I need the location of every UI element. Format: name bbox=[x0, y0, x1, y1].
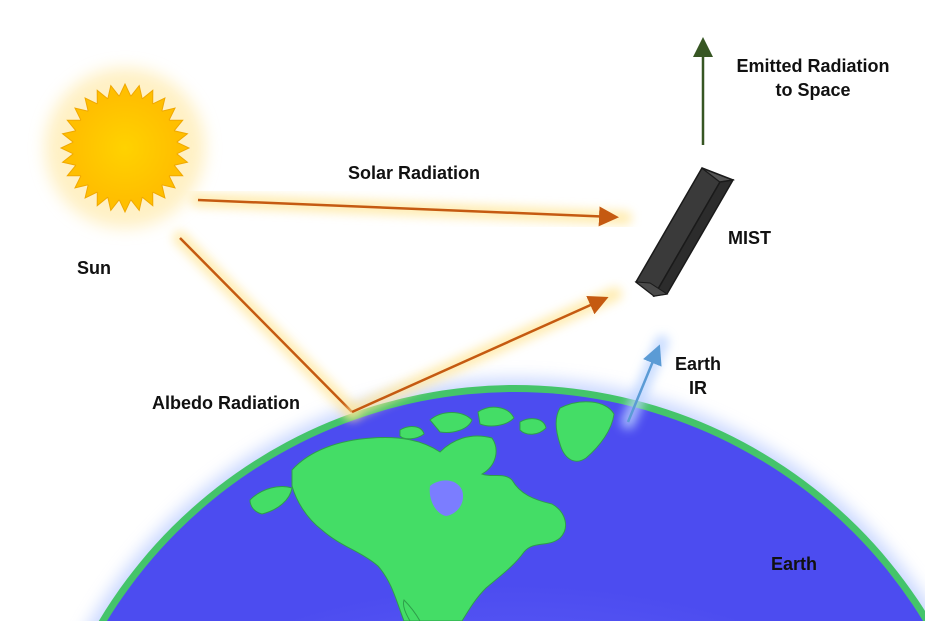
mist-satellite bbox=[634, 166, 735, 298]
continents bbox=[249, 401, 615, 621]
solar-radiation-label: Solar Radiation bbox=[348, 163, 481, 183]
emitted-line2: to Space bbox=[775, 80, 851, 100]
albedo-radiation-label: Albedo Radiation bbox=[152, 393, 300, 413]
emitted-radiation-label: Emitted Radiation to Space bbox=[722, 54, 904, 102]
earth-ir-line2: IR bbox=[689, 378, 707, 398]
albedo-incoming-arrow bbox=[173, 231, 359, 419]
emitted-line1: Emitted Radiation bbox=[736, 56, 890, 76]
albedo-reflected-arrow bbox=[345, 287, 622, 419]
earth-ir-arrow bbox=[621, 335, 669, 429]
solar-radiation-arrow bbox=[191, 193, 632, 227]
earth-ir-line1: Earth bbox=[674, 354, 721, 374]
earth-label: Earth bbox=[771, 554, 818, 574]
mist-label: MIST bbox=[728, 228, 771, 248]
earth-globe bbox=[98, 385, 925, 621]
sun-label: Sun bbox=[77, 258, 111, 278]
earth-ir-label: Earth IR bbox=[668, 352, 728, 400]
sun-icon bbox=[45, 68, 205, 228]
